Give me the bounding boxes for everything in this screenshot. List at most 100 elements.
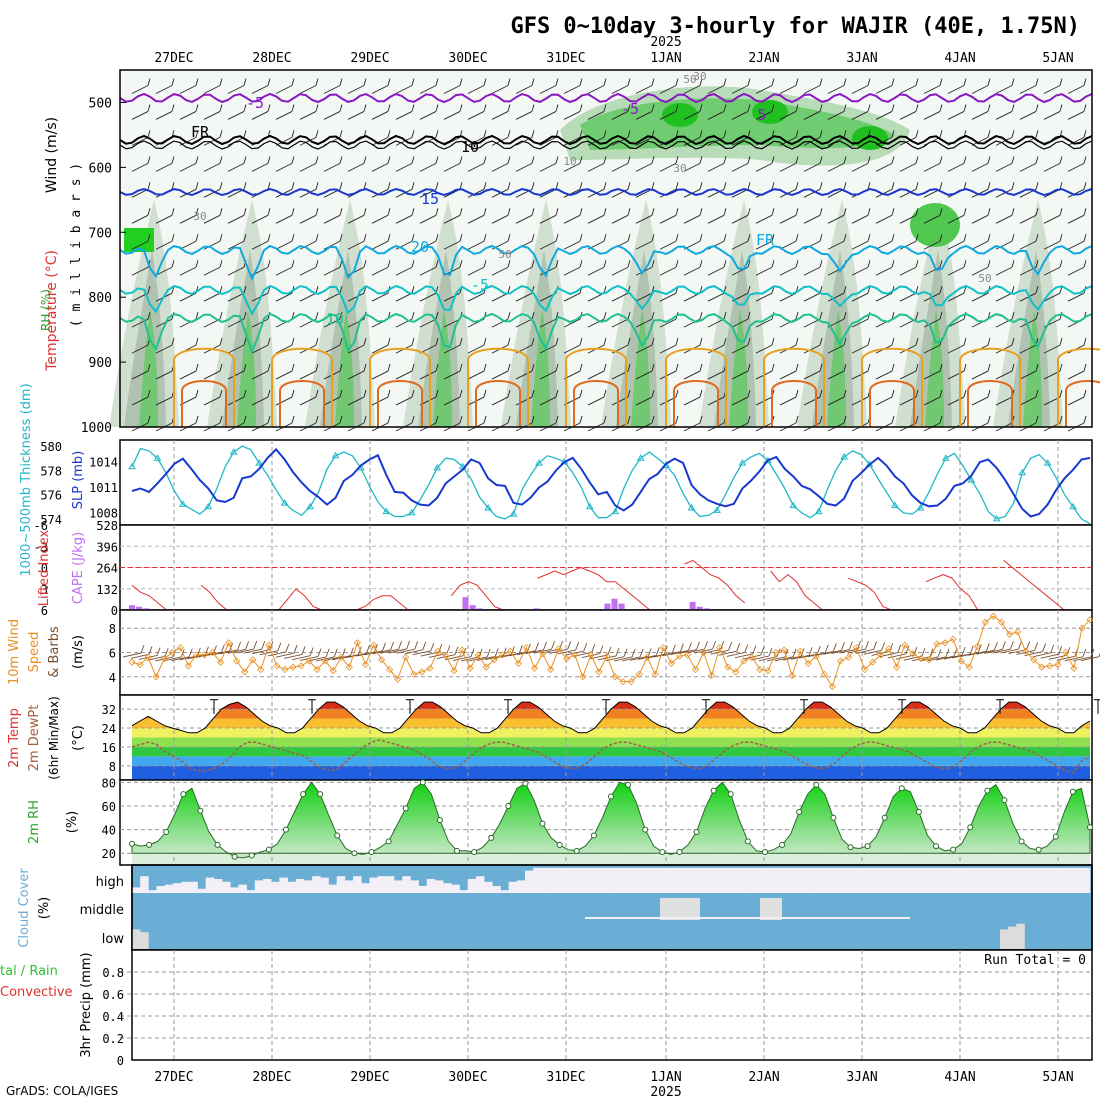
cloud-high-gap	[656, 867, 665, 893]
cape-tick-132: 132	[96, 583, 118, 597]
wind10-barb	[235, 648, 254, 654]
wind10-point	[659, 644, 667, 652]
cloud-high-gap	[213, 879, 223, 893]
upper-wind-barb-flag	[507, 156, 511, 164]
upper-wind-barb-flag	[435, 415, 439, 424]
upper-wind-barb	[323, 266, 341, 276]
isotherm-25-lobe	[271, 347, 333, 427]
bottom-date-labels: 27DEC 28DEC 29DEC 30DEC 31DEC 1JAN 2JAN 3JAN 4JA…	[154, 1070, 1073, 1085]
wind10-point	[1054, 661, 1062, 669]
upper-wind-barb	[659, 344, 677, 354]
upper-wind-barb	[803, 266, 821, 276]
wind10-barb	[976, 649, 995, 655]
wind10-point	[1078, 624, 1086, 632]
wind10-barb-flag	[164, 648, 169, 657]
rh2m-point	[1001, 797, 1008, 804]
upper-wind-barb	[227, 344, 245, 354]
upper-wind-barb-flag	[747, 312, 751, 320]
upper-wind-barb	[659, 214, 677, 224]
rh2m-point	[1052, 833, 1059, 840]
rh2m-point	[608, 793, 614, 800]
date-label-top-3JAN: 3JAN	[846, 51, 877, 66]
upper-wind-barb	[731, 240, 749, 250]
upper-wind-barb-flag	[171, 337, 175, 346]
cloud-high-gap	[1040, 867, 1050, 893]
wind10-barb	[984, 648, 1003, 654]
cloud-high-gap	[508, 881, 518, 893]
wind10-point	[216, 658, 225, 666]
upper-wind-barb-flag	[603, 156, 607, 164]
upper-wind-barb-flag	[963, 156, 967, 164]
cloud-high-gap	[279, 877, 288, 893]
cloud-high-gap	[148, 890, 157, 893]
wind10-point	[732, 668, 740, 676]
cloud-low-gap	[1008, 926, 1017, 949]
wind10-barb	[267, 651, 287, 657]
upper-wind-barb	[803, 292, 821, 302]
upper-wind-barb	[275, 85, 293, 94]
rh2m-point	[864, 843, 871, 850]
upper-wind-barb-flag	[459, 78, 463, 86]
wind10-barb-flag	[414, 641, 419, 650]
upper-wind-barb	[731, 162, 749, 172]
upper-wind-barb	[851, 318, 869, 328]
wind10-point	[925, 656, 933, 664]
upper-wind-barb-flag	[291, 260, 295, 268]
upper-wind-barb-flag	[219, 337, 223, 346]
panel-cloud-cover: high middle low Cloud Cover (%)	[17, 864, 1093, 951]
upper-wind-barb-flag	[1035, 156, 1039, 164]
upper-wind-barb-flag	[195, 156, 199, 164]
upper-wind-barb	[371, 266, 389, 276]
upper-wind-barb-flag	[627, 363, 631, 372]
date-label-top-31DEC: 31DEC	[546, 51, 585, 66]
upper-wind-barb-flag	[531, 156, 535, 164]
upper-wind-barb	[275, 111, 293, 120]
wind10-barb-flag	[1026, 641, 1030, 650]
wind10-barb-flag	[1018, 640, 1022, 650]
temp2m-unit: (°C)	[71, 725, 86, 751]
upper-wind-barb-flag	[915, 312, 919, 320]
upper-wind-barb-flag	[819, 104, 823, 112]
rh-tick-80: 80	[102, 776, 116, 790]
upper-wind-barb-flag	[891, 363, 895, 372]
upper-wind-barb	[347, 162, 365, 172]
upper-wind-barb	[443, 370, 461, 380]
thickness-point	[1069, 502, 1077, 510]
upper-wind-barb	[563, 188, 581, 198]
upper-wind-barb	[947, 344, 965, 354]
upper-wind-barb-flag	[267, 104, 271, 112]
rh2m-point	[915, 808, 922, 815]
cloud-high-gap	[787, 867, 796, 893]
upper-wind-barb	[899, 240, 917, 250]
upper-wind-barb	[467, 214, 485, 224]
upper-wind-barb	[635, 214, 653, 224]
rh2m-point	[847, 844, 854, 851]
wind10-point	[619, 678, 627, 686]
upper-wind-barb-flag	[1035, 363, 1039, 372]
wind10-point	[200, 651, 209, 659]
upper-wind-barb	[1043, 214, 1061, 224]
thickness-point	[306, 502, 314, 510]
upper-wind-barb	[707, 162, 725, 172]
cloud-high-gap	[361, 883, 370, 893]
wind10-barb	[565, 650, 584, 656]
wind10-point	[885, 645, 893, 653]
wind10-barb-flag	[494, 648, 499, 657]
temp2m-label-3: (6hr Min/Max)	[47, 696, 61, 780]
wind10-label-1: 10m Wind	[7, 619, 22, 685]
upper-wind-barb	[587, 111, 605, 120]
upper-wind-barb	[923, 162, 941, 172]
upper-wind-barb-flag	[651, 363, 655, 372]
wind10-point	[547, 665, 555, 674]
upper-wind-barb-flag	[675, 182, 679, 190]
upper-wind-barb-flag	[1011, 208, 1015, 216]
upper-wind-barb	[1019, 396, 1037, 406]
upper-wind-barb	[707, 136, 725, 146]
upper-wind-barb-flag	[1011, 182, 1015, 190]
cloud-high-gap	[852, 867, 862, 893]
upper-wind-barb	[803, 85, 821, 94]
pressure-tick-500: 500	[89, 96, 112, 111]
upper-wind-barb-flag	[747, 415, 751, 424]
upper-wind-barb-flag	[1059, 260, 1063, 268]
upper-wind-barb	[443, 111, 461, 120]
